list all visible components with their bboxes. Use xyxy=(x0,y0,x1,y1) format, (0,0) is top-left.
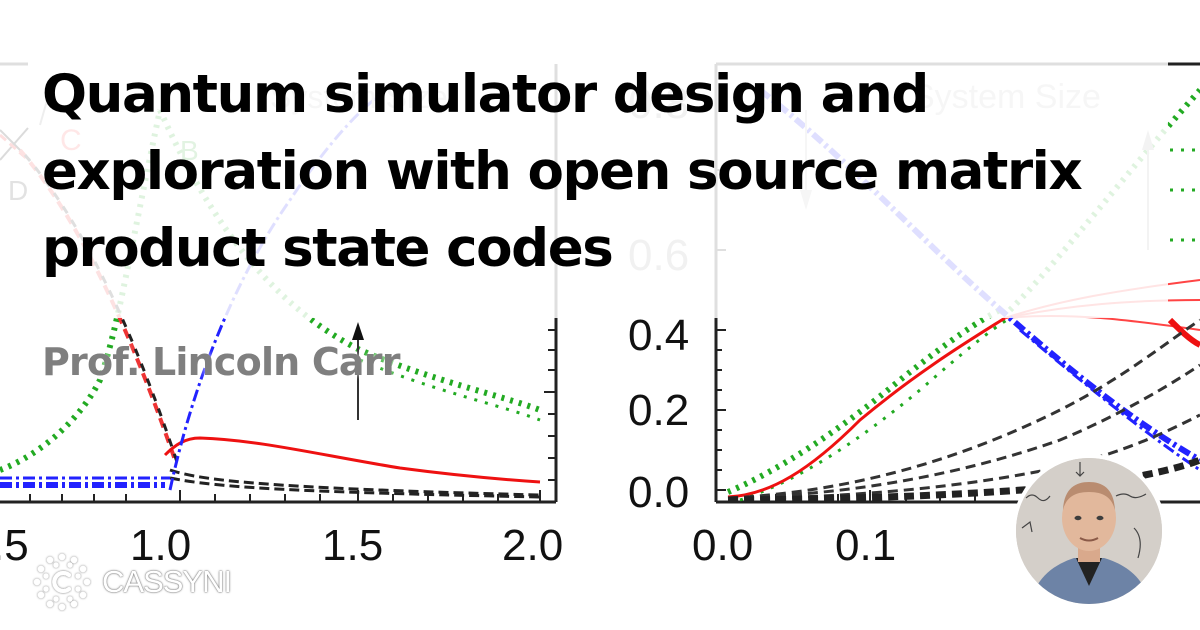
speaker-name: Prof. Lincoln Carr xyxy=(42,340,400,384)
speaker-photo xyxy=(1016,458,1162,604)
cassyni-wordmark: CASSYNI xyxy=(102,564,232,599)
title-overlay xyxy=(0,62,1168,318)
svg-text:0.0: 0.0 xyxy=(628,468,689,517)
svg-text:1.5: 1.5 xyxy=(322,521,383,570)
cassyni-logo-icon xyxy=(33,553,91,611)
talk-title: Quantum simulator design and exploration… xyxy=(42,64,1083,279)
speaker-avatar xyxy=(1012,454,1166,608)
svg-text:2.0: 2.0 xyxy=(502,521,563,570)
cassyni-logo: CASSYNI xyxy=(32,552,232,612)
svg-text:0.1: 0.1 xyxy=(835,521,896,570)
svg-text:.5: .5 xyxy=(0,521,29,570)
svg-text:0.4: 0.4 xyxy=(628,311,689,360)
svg-text:0.2: 0.2 xyxy=(628,386,689,435)
svg-text:1.0: 1.0 xyxy=(130,521,191,570)
svg-text:0.0: 0.0 xyxy=(692,521,753,570)
